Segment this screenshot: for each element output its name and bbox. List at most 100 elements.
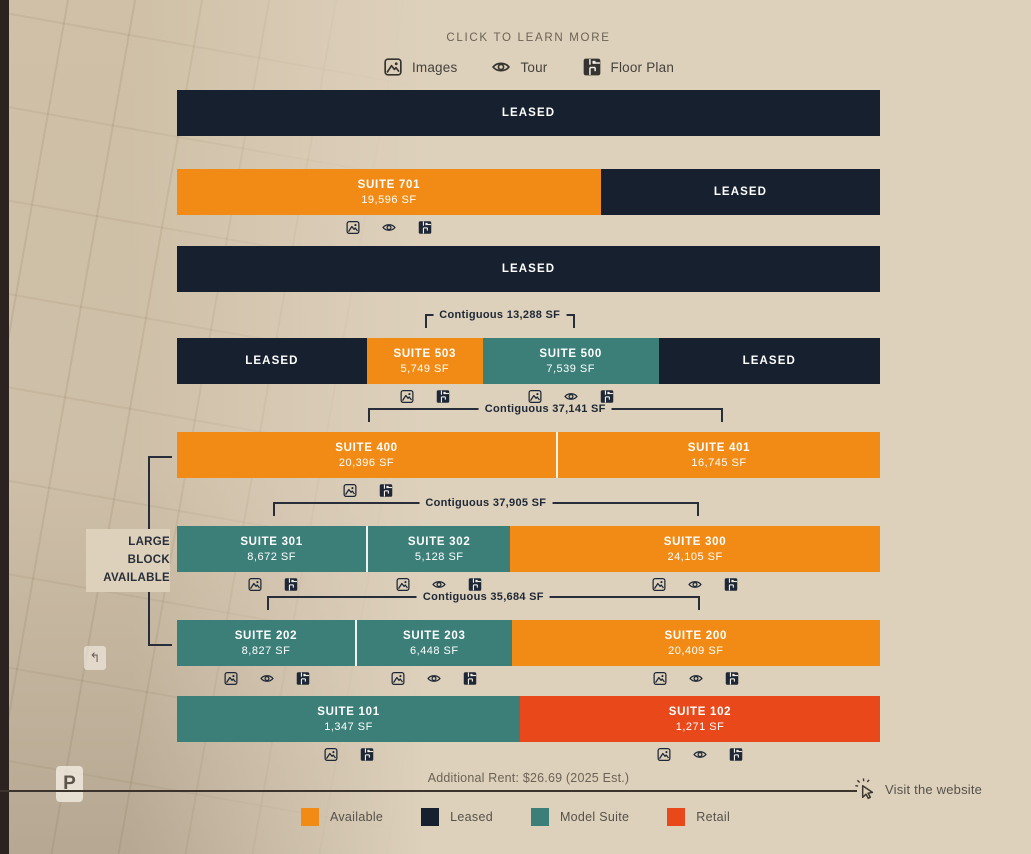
suite-segment-101[interactable]: SUITE 101 1,347 SF: [177, 696, 521, 742]
suite-name: SUITE 302: [407, 535, 471, 548]
leased-label: LEASED: [742, 355, 796, 367]
legend-swatch-available: [300, 808, 319, 826]
legend-item-model: Model Suite: [530, 808, 630, 826]
suite-actions-302: [396, 577, 483, 592]
floorplan-icon[interactable]: [463, 671, 478, 686]
suite-segment-701[interactable]: SUITE 701 19,596 SF: [177, 169, 601, 215]
tour-icon[interactable]: [427, 671, 442, 686]
icon-legend: Images Tour Floor Plan: [177, 57, 880, 77]
contiguous-label: Contiguous 37,905 SF: [419, 497, 553, 509]
contiguous-bracket: Contiguous 13,288 SF: [177, 309, 880, 328]
suite-segment-102[interactable]: SUITE 102 1,271 SF: [520, 696, 880, 742]
legend-label: Model Suite: [559, 810, 630, 824]
tour-icon[interactable]: [688, 671, 703, 686]
images-icon[interactable]: [399, 389, 414, 404]
floorplan-icon[interactable]: [468, 577, 483, 592]
suite-actions-203: [391, 671, 478, 686]
legend-swatch-retail: [667, 808, 686, 826]
suite-segment-301[interactable]: SUITE 301 8,672 SF: [177, 526, 369, 572]
leased-label: LEASED: [501, 107, 556, 119]
suite-name: SUITE 202: [234, 629, 298, 642]
images-icon[interactable]: [657, 747, 672, 762]
images-icon[interactable]: [652, 671, 667, 686]
suite-segment-500[interactable]: SUITE 500 7,539 SF: [482, 338, 659, 384]
contiguous-bracket-line: Contiguous 37,905 SF: [272, 497, 700, 516]
tour-icon[interactable]: [563, 389, 578, 404]
contiguous-bracket-line: Contiguous 35,684 SF: [266, 591, 700, 610]
suite-actions-503: [399, 389, 450, 404]
floorplan-icon[interactable]: [435, 389, 450, 404]
suite-segment-401[interactable]: SUITE 401 16,745 SF: [558, 432, 880, 478]
suite-segment-400[interactable]: SUITE 400 20,396 SF: [177, 432, 559, 478]
floor-bar: SUITE 101 1,347 SF SUITE 102 1,271 SF: [177, 696, 880, 742]
images-icon[interactable]: [342, 483, 357, 498]
tour-icon[interactable]: [381, 220, 396, 235]
cta-heading: CLICK TO LEARN MORE: [446, 32, 611, 44]
suite-actions-300: [652, 577, 739, 592]
images-icon[interactable]: [345, 220, 360, 235]
suite-actions-500: [527, 389, 614, 404]
suite-segment-203[interactable]: SUITE 203 6,448 SF: [356, 620, 512, 666]
suite-name: SUITE 503: [393, 347, 457, 360]
suite-area: 20,409 SF: [668, 644, 724, 657]
suite-area: 19,596 SF: [361, 193, 417, 206]
icon-legend-label: Floor Plan: [610, 59, 675, 75]
floor-bar: SUITE 301 8,672 SF SUITE 302 5,128 SF SUITE …: [177, 526, 880, 572]
mid-leased: LEASED: [177, 246, 880, 292]
suite-actions-101: [323, 747, 374, 762]
tour-icon[interactable]: [259, 671, 274, 686]
floorplan-icon[interactable]: [283, 577, 298, 592]
suite-actions-202: [223, 671, 310, 686]
floor-stack: LEASED SUITE 701 19,596 SF LEASED LEASED Cont…: [177, 90, 880, 765]
leased-segment: LEASED: [658, 338, 880, 384]
tour-icon[interactable]: [688, 577, 703, 592]
suite-area: 16,745 SF: [691, 456, 747, 469]
floorplan-icon[interactable]: [378, 483, 393, 498]
photo-dark-edge: [0, 0, 9, 854]
suite-name: SUITE 500: [539, 347, 602, 360]
suite-actions-row: [177, 389, 880, 407]
suite-segment-200[interactable]: SUITE 200 20,409 SF: [511, 620, 880, 666]
suite-segment-503[interactable]: SUITE 503 5,749 SF: [366, 338, 483, 384]
images-icon[interactable]: [223, 671, 238, 686]
floorplan-icon[interactable]: [724, 577, 739, 592]
images-icon[interactable]: [527, 389, 542, 404]
floorplan-icon[interactable]: [729, 747, 744, 762]
large-block-label-line: LARGE BLOCK: [127, 536, 170, 566]
images-icon[interactable]: [247, 577, 262, 592]
floorplan-icon[interactable]: [417, 220, 432, 235]
floor-bar: LEASED: [177, 90, 880, 136]
leased-label: LEASED: [245, 355, 299, 367]
suite-segment-300[interactable]: SUITE 300 24,105 SF: [510, 526, 880, 572]
tour-icon[interactable]: [693, 747, 708, 762]
contiguous-label: Contiguous 35,684 SF: [416, 591, 550, 603]
floorplan-icon[interactable]: [295, 671, 310, 686]
suite-name: SUITE 301: [240, 535, 303, 548]
suite-segment-202[interactable]: SUITE 202 8,827 SF: [177, 620, 357, 666]
floor-bar: LEASED SUITE 503 5,749 SF SUITE 500 7,539 SF…: [177, 338, 880, 384]
images-icon[interactable]: [652, 577, 667, 592]
leased-segment: LEASED: [177, 90, 880, 136]
suite-area: 7,539 SF: [546, 362, 595, 375]
legend-label: Retail: [696, 810, 731, 824]
suite-actions-row: [177, 671, 880, 689]
suite-actions-200: [652, 671, 739, 686]
tour-icon[interactable]: [432, 577, 447, 592]
suite-area: 5,128 SF: [414, 550, 464, 563]
cursor-click-icon: [852, 776, 878, 802]
suite-segment-302[interactable]: SUITE 302 5,128 SF: [368, 526, 511, 572]
contiguous-bracket: Contiguous 35,684 SF: [177, 591, 880, 610]
floorplan-icon[interactable]: [599, 389, 614, 404]
suite-area: 5,749 SF: [400, 362, 450, 375]
visit-website-link[interactable]: Visit the website: [852, 776, 982, 802]
images-icon[interactable]: [396, 577, 411, 592]
floorplan-icon[interactable]: [724, 671, 739, 686]
suite-name: SUITE 400: [335, 441, 398, 454]
turn-arrow-sign: ↰: [84, 646, 106, 670]
images-icon: [383, 57, 403, 77]
legend-item-leased: Leased: [421, 808, 493, 826]
floorplan-icon[interactable]: [359, 747, 374, 762]
images-icon[interactable]: [391, 671, 406, 686]
legend-label: Leased: [450, 810, 493, 824]
images-icon[interactable]: [323, 747, 338, 762]
